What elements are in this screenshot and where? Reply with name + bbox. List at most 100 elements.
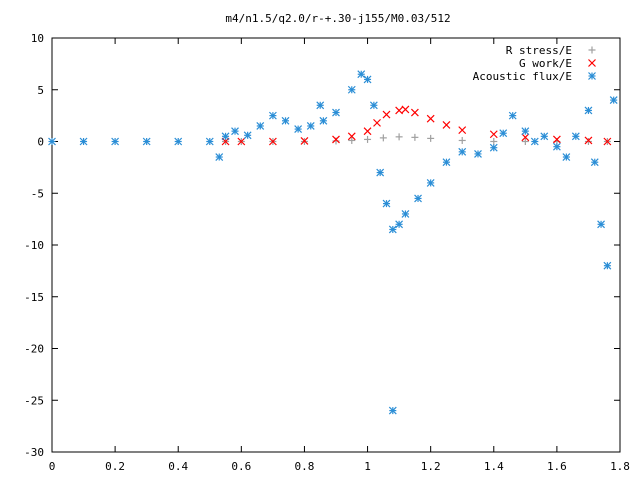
data-point [306, 122, 315, 130]
plot-frame [51, 37, 621, 453]
series-2 [48, 70, 618, 415]
data-point [597, 220, 605, 229]
data-point [401, 210, 410, 218]
data-point [382, 199, 391, 208]
data-point [332, 108, 340, 117]
y-tick-label: -30 [24, 446, 44, 459]
legend-marker [588, 46, 596, 54]
data-point [414, 194, 422, 203]
data-point [427, 134, 435, 142]
data-point [231, 127, 239, 136]
data-point [348, 136, 356, 144]
data-point [332, 135, 340, 144]
data-point [584, 106, 593, 115]
data-point [395, 133, 403, 141]
legend-label: Acoustic flux/E [473, 70, 572, 83]
data-point [411, 133, 419, 141]
data-point [410, 108, 419, 117]
data-point [379, 134, 387, 142]
data-point [458, 126, 467, 135]
y-tick-label: 5 [37, 84, 44, 97]
data-point [48, 137, 56, 146]
series-0 [222, 133, 611, 145]
data-point [316, 101, 325, 110]
data-point [281, 116, 290, 125]
data-point [369, 101, 378, 110]
data-point [376, 168, 385, 177]
y-tick-label: -20 [24, 343, 44, 356]
data-point [215, 153, 224, 161]
x-tick-label: 1.6 [547, 460, 567, 473]
data-point [552, 135, 561, 144]
x-tick-label: 0.4 [168, 460, 188, 473]
data-point [268, 137, 277, 146]
x-tick-label: 1.8 [610, 460, 630, 473]
data-point [442, 121, 451, 129]
legend-label: G work/E [519, 57, 572, 70]
data-point [388, 225, 397, 234]
data-point [521, 127, 530, 136]
data-point [521, 138, 529, 145]
data-point [584, 138, 592, 145]
x-tick-label: 0 [49, 460, 56, 473]
data-point [474, 149, 482, 158]
data-point [382, 110, 391, 119]
data-point [347, 85, 356, 94]
axis-ticks [51, 37, 621, 453]
data-point [458, 136, 466, 144]
data-point [300, 137, 309, 145]
data-point [552, 142, 561, 151]
data-point [508, 111, 517, 120]
axis-tick-labels: 0 0.2 0.4 0.6 0.8 1 1.2 1.4 1.6 1.8 10 5 0 -5 -10 -15 -2… [24, 32, 630, 473]
x-tick-label: 0.6 [231, 460, 251, 473]
data-point [363, 75, 372, 84]
x-tick-label: 0.2 [105, 460, 125, 473]
y-tick-label: -10 [24, 239, 44, 252]
data-point [237, 137, 246, 146]
data-point [530, 137, 539, 146]
data-point [256, 122, 265, 130]
y-tick-label: -25 [24, 394, 44, 407]
x-tick-label: 1.4 [484, 460, 504, 473]
data-point [205, 137, 214, 146]
legend-marker [588, 72, 596, 80]
data-point [243, 131, 252, 140]
data-point [268, 111, 277, 120]
data-point [442, 158, 451, 167]
data-point [79, 137, 88, 146]
y-tick-label: 0 [37, 136, 44, 149]
series-1 [221, 105, 612, 146]
data-point [363, 127, 372, 136]
y-tick-label: -5 [31, 187, 44, 200]
data-point [174, 137, 183, 146]
data-point [388, 406, 397, 415]
data-point [499, 129, 508, 138]
data-point [562, 153, 571, 161]
data-point [332, 137, 340, 145]
legend-marker [588, 59, 596, 67]
series-layer [48, 70, 618, 415]
data-point [603, 137, 612, 146]
chart-title: m4/n1.5/q2.0/r-+.30-j155/M0.03/512 [225, 12, 450, 25]
data-point [490, 138, 498, 145]
data-point [221, 132, 230, 141]
data-point [521, 133, 530, 142]
data-point [603, 261, 612, 270]
data-point [294, 125, 303, 134]
data-point [347, 132, 356, 141]
data-point [111, 137, 120, 146]
data-point [590, 158, 599, 167]
data-point [426, 114, 435, 123]
data-point [426, 178, 435, 187]
x-tick-label: 0.8 [295, 460, 315, 473]
data-point [142, 137, 151, 146]
y-tick-label: -15 [24, 291, 44, 304]
legend-label: R stress/E [506, 44, 572, 57]
data-point [609, 96, 618, 105]
data-point [540, 132, 549, 141]
data-point [357, 70, 366, 79]
data-point [489, 130, 498, 139]
data-point [489, 143, 498, 152]
data-point [571, 132, 580, 141]
